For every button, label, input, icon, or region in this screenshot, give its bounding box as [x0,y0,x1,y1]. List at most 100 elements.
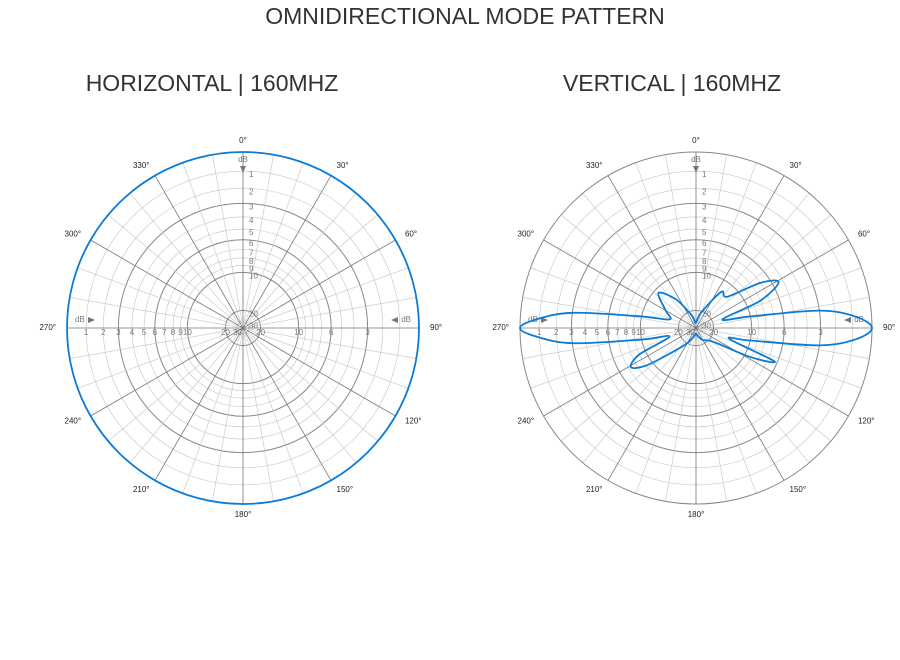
spoke [543,239,697,329]
minor-spoke [700,331,832,442]
angle-label: 150° [337,485,354,494]
angle-label: 270° [39,323,56,332]
r-tick-label: 5 [595,328,600,337]
minor-spoke [665,333,696,502]
spoke [154,327,244,481]
spoke [242,327,396,417]
angle-label: 240° [65,417,82,426]
unit-label: dB [75,315,85,324]
minor-spoke [129,192,240,324]
minor-spoke [248,297,417,328]
minor-spoke [212,154,243,323]
r-tick-label: 8 [702,257,707,266]
r-tick-label: 30 [249,322,258,331]
r-tick-label: 9 [249,265,254,274]
r-tick-label: 2 [249,187,254,196]
minor-spoke [699,332,810,464]
minor-spoke [582,192,693,324]
r-tick-label: 9 [178,328,183,337]
minor-spoke [244,333,304,494]
minor-spoke [182,162,242,323]
polar-plot: 0° 30° 60° 90° 120° 150° 180° 210° 240° 270° 300° 3… [492,136,895,519]
r-tick-label: 20 [702,310,711,319]
minor-spoke [69,328,238,359]
minor-spoke [247,331,379,442]
r-tick-label: 5 [702,228,707,237]
r-tick-label: 20 [256,328,265,337]
angle-label: 120° [405,417,422,426]
minor-spoke [699,192,810,324]
minor-spoke [246,332,357,464]
r-tick-label: 5 [249,228,254,237]
unit-label: dB [238,155,248,164]
angle-label: 240° [518,417,535,426]
minor-spoke [212,333,243,502]
spoke [695,239,849,329]
minor-spoke [700,214,832,325]
r-tick-label: 6 [606,328,611,337]
r-tick-label: 6 [782,328,787,337]
minor-spoke [582,332,693,464]
r-tick-label: 4 [130,328,135,337]
spoke [90,239,244,329]
polar-plot: 0° 30° 60° 90° 120° 150° 180° 210° 240° 270° 300° 3… [39,136,442,519]
chart-title: VERTICAL | 160MHZ [563,70,781,96]
angle-label: 150° [790,485,807,494]
r-tick-label: 7 [615,328,620,337]
r-tick-label: 9 [631,328,636,337]
minor-spoke [635,333,695,494]
main-title: OMNIDIRECTIONAL MODE PATTERN [265,3,665,29]
r-tick-label: 20 [249,310,258,319]
spoke [242,175,332,329]
r-tick-label: 1 [702,170,707,179]
minor-spoke [107,214,239,325]
spoke [242,239,396,329]
r-tick-label: 7 [702,248,707,257]
r-tick-label: 3 [569,328,574,337]
spoke [242,327,332,481]
spoke [695,327,849,417]
angle-label: 330° [586,161,603,170]
unit-arrow [844,317,851,323]
angle-label: 180° [235,510,252,519]
r-tick-label: 30 [686,328,695,337]
r-tick-label: 8 [624,328,629,337]
minor-spoke [522,297,691,328]
minor-spoke [697,333,757,494]
r-tick-label: 6 [249,239,254,248]
minor-spoke [701,329,862,389]
r-tick-label: 10 [183,328,192,337]
r-tick-label: 1 [537,328,542,337]
r-tick-label: 1 [84,328,89,337]
minor-spoke [243,333,274,502]
r-tick-label: 4 [249,216,254,225]
minor-spoke [107,331,239,442]
angle-label: 120° [858,417,875,426]
angle-label: 210° [133,485,150,494]
angle-label: 0° [239,136,247,145]
angle-label: 90° [430,323,442,332]
spoke [154,175,244,329]
unit-label: dB [691,155,701,164]
minor-spoke [182,333,242,494]
angle-label: 330° [133,161,150,170]
r-tick-label: 6 [329,328,334,337]
r-tick-label: 10 [636,328,645,337]
angle-label: 210° [586,485,603,494]
minor-spoke [248,267,409,327]
unit-label: dB [401,315,411,324]
minor-spoke [665,154,696,323]
unit-arrow [391,317,398,323]
minor-spoke [560,331,692,442]
pattern-line [66,151,420,505]
r-tick-label: 8 [171,328,176,337]
minor-spoke [247,214,379,325]
spoke [695,327,785,481]
minor-spoke [129,332,240,464]
angle-label: 60° [405,230,417,239]
r-tick-label: 10 [747,328,756,337]
r-tick-label: 8 [249,257,254,266]
